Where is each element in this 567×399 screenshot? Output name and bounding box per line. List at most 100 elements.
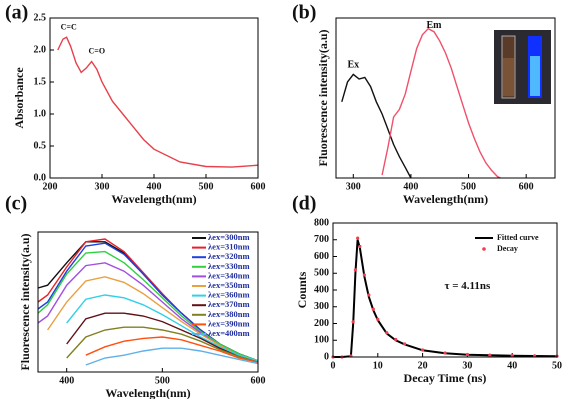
marker bbox=[351, 320, 355, 324]
legend-label: λex=340nm bbox=[208, 270, 250, 280]
marker bbox=[358, 244, 362, 249]
data-line bbox=[85, 336, 259, 363]
series-label: Ex bbox=[347, 60, 359, 71]
data-line bbox=[66, 326, 259, 363]
marker bbox=[367, 293, 371, 297]
legend-label: λex=310nm bbox=[208, 242, 250, 252]
x-tick-label: 500 bbox=[461, 181, 476, 192]
y-tick-label: 400 bbox=[314, 284, 329, 295]
data-line bbox=[85, 347, 259, 366]
y-tick-label: 200 bbox=[314, 318, 329, 329]
x-axis-title: Wavelength(nm) bbox=[403, 192, 488, 206]
x-tick-label: 10 bbox=[373, 360, 383, 371]
legend-label: λex=300nm bbox=[208, 232, 250, 242]
x-axis-title: Wavelength(nm) bbox=[111, 192, 196, 206]
panel-label: (d) bbox=[292, 193, 316, 215]
x-tick-label: 400 bbox=[59, 375, 74, 386]
data-line bbox=[37, 250, 259, 362]
marker bbox=[356, 236, 360, 240]
y-tick-label: 100 bbox=[314, 335, 329, 346]
plot-frame bbox=[49, 17, 259, 179]
x-tick-label: 50 bbox=[552, 360, 562, 371]
y-tick-label: 600 bbox=[314, 251, 329, 262]
x-tick-label: 300 bbox=[95, 181, 110, 192]
legend-label: Fitted curve bbox=[497, 233, 539, 242]
legend-label: Decay bbox=[497, 244, 518, 253]
y-tick-label: 500 bbox=[314, 268, 329, 279]
marker bbox=[443, 351, 447, 355]
plot-frame bbox=[335, 17, 556, 179]
marker bbox=[385, 331, 389, 335]
panel: (a) Wavelength(nm) Absorbance 200 300 400 500 6… bbox=[5, 2, 266, 206]
x-tick-label: 600 bbox=[251, 375, 266, 386]
x-tick-label: 500 bbox=[155, 375, 170, 386]
series-label: Em bbox=[426, 20, 442, 31]
legend-label: λex=370nm bbox=[208, 299, 250, 309]
y-tick-label: 1.5 bbox=[34, 76, 47, 87]
y-axis-title: Fluorescence intensity(a.u) bbox=[18, 233, 32, 370]
y-tick-label: 0.5 bbox=[34, 140, 47, 151]
marker bbox=[488, 353, 492, 357]
x-tick-label: 500 bbox=[199, 181, 214, 192]
legend: λex=300nmλex=310nmλex=320nmλex=330nmλex=… bbox=[192, 232, 250, 338]
y-tick-label: 0.0 bbox=[34, 172, 47, 183]
panel: (d) Decay Time (ns) Counts 0 10 20 30 40 500 100 2… bbox=[292, 193, 562, 385]
y-tick-label: 700 bbox=[314, 234, 329, 245]
legend-swatch bbox=[482, 247, 486, 251]
legend-label: λex=400nm bbox=[208, 328, 250, 338]
y-axis-title: Fluorescence intensity(a.u) bbox=[316, 29, 330, 166]
data-line bbox=[47, 276, 259, 362]
legend: Fitted curve Decay bbox=[475, 233, 539, 253]
marker bbox=[362, 273, 366, 277]
y-tick-label: 2.0 bbox=[34, 44, 47, 55]
legend-label: λex=320nm bbox=[208, 251, 250, 261]
data-line bbox=[66, 312, 259, 363]
data-line bbox=[66, 294, 259, 362]
x-tick-label: 40 bbox=[507, 360, 517, 371]
plot-frame bbox=[37, 231, 259, 373]
marker bbox=[376, 317, 380, 321]
data-line bbox=[341, 73, 412, 179]
y-tick-label: 800 bbox=[314, 217, 329, 228]
inset-photo bbox=[494, 30, 551, 104]
panel-label: (a) bbox=[5, 2, 28, 24]
data-line bbox=[333, 239, 558, 358]
marker bbox=[510, 354, 514, 358]
marker bbox=[353, 268, 357, 272]
legend-label: λex=380nm bbox=[208, 309, 250, 319]
legend-label: λex=330nm bbox=[208, 261, 250, 271]
x-tick-label: 200 bbox=[43, 181, 58, 192]
plot-frame bbox=[332, 222, 558, 358]
annotation: τ = 4.11ns bbox=[444, 280, 491, 292]
marker bbox=[465, 352, 469, 357]
y-axis-title: Counts bbox=[295, 271, 309, 308]
x-tick-label: 600 bbox=[251, 181, 266, 192]
y-tick-label: 300 bbox=[314, 301, 329, 312]
y-tick-label: 2.5 bbox=[34, 12, 47, 23]
marker bbox=[394, 337, 398, 342]
legend-label: λex=350nm bbox=[208, 280, 250, 290]
x-tick-label: 600 bbox=[519, 181, 534, 192]
legend-label: λex=390nm bbox=[208, 318, 250, 328]
y-axis-title: Absorbance bbox=[12, 67, 26, 129]
annotation: C=C bbox=[61, 22, 77, 31]
panel: (b) Wavelength(nm) Fluorescence intensity(… bbox=[292, 2, 556, 206]
legend-label: λex=360nm bbox=[208, 290, 250, 300]
x-tick-label: 0 bbox=[331, 360, 336, 371]
marker bbox=[403, 342, 407, 346]
x-tick-label: 30 bbox=[462, 360, 472, 371]
panel-label: (b) bbox=[292, 2, 316, 24]
x-tick-label: 20 bbox=[418, 360, 428, 371]
y-tick-label: 1.0 bbox=[34, 108, 47, 119]
data-line bbox=[57, 36, 259, 168]
panel-label: (c) bbox=[5, 193, 27, 215]
x-axis-title: Decay Time (ns) bbox=[404, 371, 487, 385]
x-tick-label: 400 bbox=[403, 181, 418, 192]
x-tick-label: 300 bbox=[346, 181, 361, 192]
panel: (c) Wavelength(nm) Fluorescence intensity(… bbox=[5, 193, 266, 399]
data-line bbox=[381, 27, 501, 179]
x-axis-title: Wavelength(nm) bbox=[105, 386, 190, 399]
marker bbox=[371, 307, 375, 311]
annotation: C=O bbox=[89, 47, 106, 56]
